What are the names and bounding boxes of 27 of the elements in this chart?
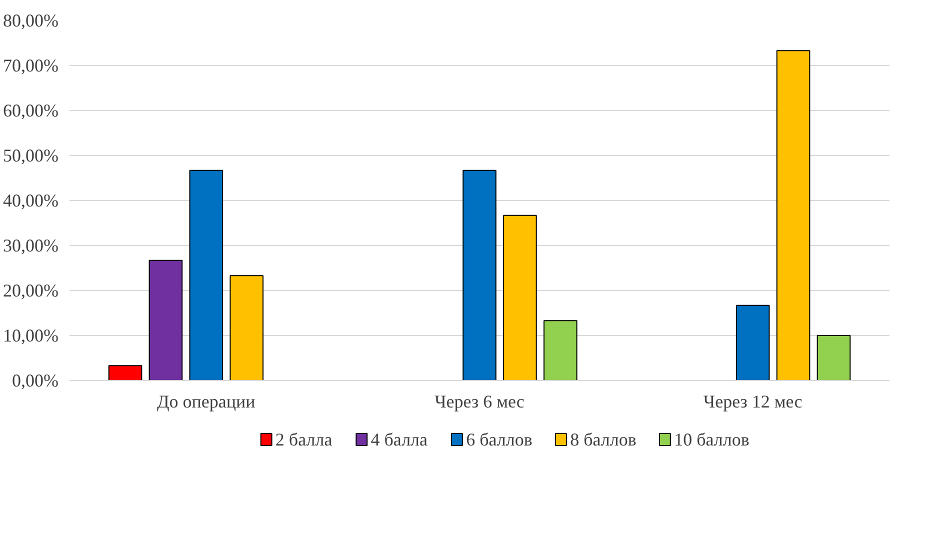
legend-label: 4 балла (370, 430, 428, 450)
y-tick-label: 60,00% (3, 100, 59, 120)
bar (230, 275, 264, 380)
bar (736, 304, 770, 380)
y-tick-label: 50,00% (3, 146, 59, 166)
x-tick-label: Через 12 мес (703, 392, 802, 412)
bar (544, 320, 578, 380)
y-tick-label: 10,00% (3, 326, 59, 346)
bar (148, 260, 183, 380)
legend-label: 2 балла (275, 430, 332, 450)
bar (108, 365, 142, 380)
x-tick-label: Через 6 мес (434, 392, 524, 412)
legend-label: 10 баллов (674, 430, 750, 450)
bar (503, 214, 537, 380)
y-tick-label: 80,00% (3, 10, 59, 30)
legend-label: 6 баллов (466, 430, 532, 450)
y-tick-label: 20,00% (3, 280, 59, 300)
y-tick-label: 40,00% (3, 190, 59, 210)
y-tick-label: 70,00% (3, 56, 59, 76)
bar (462, 170, 496, 380)
bar (816, 335, 851, 380)
x-tick-label: До операции (157, 392, 256, 412)
bar (189, 170, 224, 380)
legend-label: 8 баллов (570, 430, 636, 450)
y-tick-label: 30,00% (3, 236, 59, 256)
y-tick-label: 0,00% (12, 370, 59, 390)
bar (776, 50, 810, 380)
